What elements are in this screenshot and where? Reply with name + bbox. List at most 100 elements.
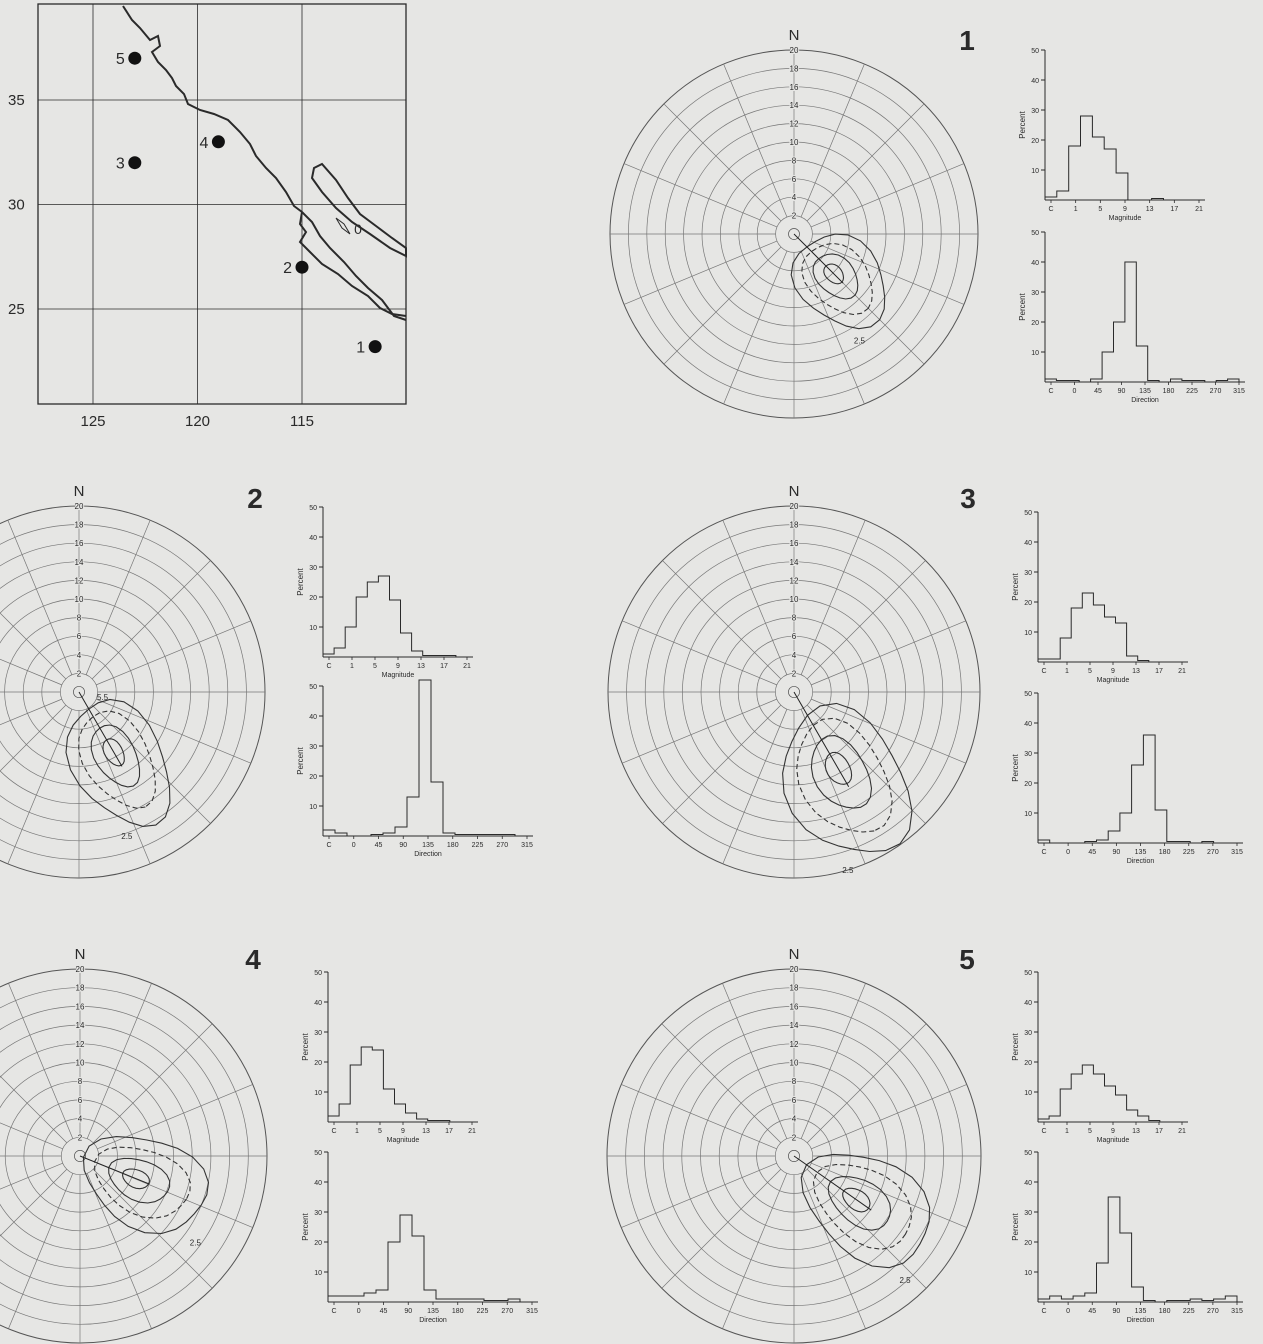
hist-x-label: Magnitude — [387, 1137, 420, 1144]
rose-spoke — [662, 560, 782, 680]
hist-x-tick-label: 17 — [1170, 206, 1178, 213]
rose-spoke — [663, 246, 782, 365]
rose-spoke — [622, 620, 777, 686]
rose-ring-label: 12 — [76, 1040, 85, 1049]
rose-ring-label: 8 — [792, 156, 797, 165]
rose-center — [788, 686, 800, 698]
rose-ring-label: 16 — [790, 83, 799, 92]
hist-y-tick-label: 40 — [1024, 721, 1032, 728]
rose-spoke — [0, 1122, 63, 1150]
rose-ring-label: 14 — [75, 558, 84, 567]
map-lat-tick: 25 — [8, 301, 25, 318]
rose-ring-label: 12 — [790, 1040, 799, 1049]
rose-contour-label: 2.5 — [190, 1239, 202, 1248]
rose-ring-label: 2 — [792, 212, 797, 221]
hist-x-tick-label: 0 — [352, 842, 356, 849]
map-lon-tick: 120 — [185, 413, 210, 430]
station-marker — [128, 51, 142, 65]
hist-x-tick-label: 180 — [447, 842, 459, 849]
hist-y-tick-label: 10 — [314, 1090, 322, 1097]
rose-center — [74, 1150, 86, 1162]
rose-ring-label: 20 — [790, 965, 799, 974]
rose-ring-label: 10 — [76, 1059, 85, 1068]
hist-x-tick-label: 17 — [445, 1128, 453, 1135]
rose-spoke — [663, 103, 782, 222]
rose-ring-label: 8 — [792, 614, 797, 623]
hist-bars — [1037, 592, 1182, 663]
rose-spoke — [85, 520, 151, 675]
rose-contour-dashed — [78, 710, 156, 809]
hist-x-tick-label: 45 — [1088, 849, 1096, 856]
hist-x-tick-label: 270 — [1207, 1308, 1219, 1315]
hist-bars — [1037, 1064, 1182, 1123]
rose-spoke — [0, 698, 62, 726]
hist-x-tick-label: C — [326, 663, 331, 670]
hist-x-tick-label: 90 — [1112, 849, 1120, 856]
hist-x-tick-label: 5 — [378, 1128, 382, 1135]
hist-y-tick-label: 40 — [1024, 540, 1032, 547]
rose-spoke — [723, 63, 788, 218]
rose-ring-label: 14 — [790, 101, 799, 110]
hist-x-tick-label: 45 — [1094, 388, 1102, 395]
rose-center — [788, 228, 800, 240]
rose-ring-label: 18 — [790, 521, 799, 530]
hist-x-tick-label: C — [331, 1308, 336, 1315]
hist-x-label: Direction — [1127, 1317, 1155, 1324]
hist-y-tick-label: 20 — [314, 1060, 322, 1067]
rose-spoke — [621, 1084, 777, 1150]
hist-x-tick-label: 270 — [1207, 849, 1219, 856]
hist-y-tick-label: 10 — [1024, 1270, 1032, 1277]
hist-x-label: Magnitude — [382, 672, 415, 679]
rose-small-label: 5.5 — [97, 693, 109, 702]
rose-spoke — [0, 1168, 68, 1237]
hist-x-tick-label: 270 — [501, 1308, 513, 1315]
hist-bars — [322, 679, 527, 837]
hist-x-tick-label: 0 — [357, 1308, 361, 1315]
hist-x-tick-label: 45 — [380, 1308, 388, 1315]
hist-x-tick-label: 1 — [1074, 206, 1078, 213]
map-peninsula — [310, 162, 407, 258]
hist-x-tick-label: 45 — [1088, 1308, 1096, 1315]
magnitude-histogram-3: 10 20 30 40 50 Percent C 1 5 9 13 17 21 Magnitude — [1011, 510, 1188, 684]
hist-y-tick-label: 40 — [1031, 78, 1039, 85]
hist-y-label: Percent — [1011, 1212, 1020, 1240]
rose-spoke — [810, 163, 965, 228]
rose-contour-dashed — [93, 1146, 191, 1219]
rose-ring-label: 20 — [75, 502, 84, 511]
hist-x-tick-label: 1 — [1065, 668, 1069, 675]
hist-x-label: Direction — [414, 851, 442, 858]
hist-x-tick-label: C — [1048, 206, 1053, 213]
hist-y-tick-label: 10 — [1031, 350, 1039, 357]
rose-spoke — [811, 698, 966, 764]
panel-number: 2 — [247, 483, 263, 514]
hist-x-tick-label: 17 — [440, 663, 448, 670]
map-lon-tick: 115 — [290, 413, 314, 430]
hist-x-tick-label: 135 — [1135, 1308, 1147, 1315]
rose-contour-dashed — [796, 717, 893, 833]
hist-x-tick-label: 315 — [1231, 849, 1243, 856]
rose-contour-dashed — [812, 1163, 912, 1250]
rose-north-label: N — [789, 483, 800, 500]
hist-y-tick-label: 10 — [1024, 811, 1032, 818]
hist-x-tick-label: 90 — [404, 1308, 412, 1315]
station-label: 3 — [116, 156, 125, 173]
hist-x-tick-label: 9 — [1111, 1128, 1115, 1135]
wind-rose-1: 2 4 6 8 10 12 14 16 18 20 N 1 2.5 — [609, 25, 979, 419]
rose-spoke — [800, 520, 866, 675]
hist-y-tick-label: 20 — [1024, 1240, 1032, 1247]
rose-spoke — [96, 698, 251, 764]
hist-y-tick-label: 50 — [1024, 691, 1032, 698]
rose-ring-label: 12 — [790, 576, 799, 585]
rose-north-label: N — [74, 483, 85, 500]
hist-x-tick-label: C — [1041, 1308, 1046, 1315]
hist-x-label: Magnitude — [1109, 215, 1142, 222]
hist-x-tick-label: 225 — [1183, 849, 1195, 856]
hist-y-tick-label: 40 — [309, 714, 317, 721]
hist-y-tick-label: 20 — [1024, 600, 1032, 607]
hist-x-tick-label: 90 — [1118, 388, 1126, 395]
hist-x-tick-label: 5 — [373, 663, 377, 670]
hist-x-tick-label: 17 — [1155, 668, 1163, 675]
hist-y-tick-label: 20 — [309, 595, 317, 602]
hist-y-label: Percent — [1018, 110, 1027, 138]
